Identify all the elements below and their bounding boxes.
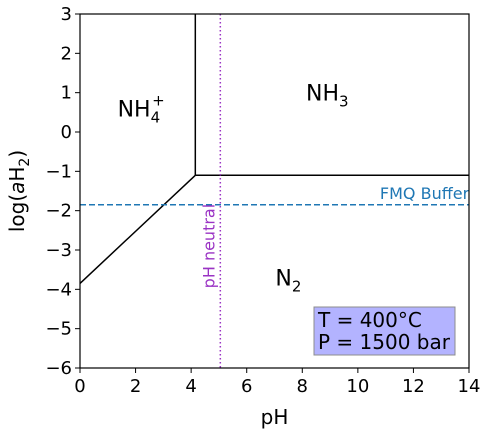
y-axis-title: log(aH2) [5, 150, 33, 232]
x-tick-label: 10 [346, 376, 369, 397]
x-axis-ticks: 0 2 4 6 8 10 12 14 [74, 368, 480, 397]
y-tick-label: −3 [45, 240, 72, 261]
x-axis-title: pH [261, 405, 289, 429]
plot-frame [79, 13, 470, 369]
phase-boundary-line [79, 174, 196, 284]
fmq-buffer-label: FMQ Buffer [380, 184, 470, 203]
y-axis-ticks: −6 −5 −4 −3 −2 −1 0 1 2 3 [45, 4, 80, 379]
conditions-box-background [313, 306, 456, 356]
x-tick-label: 12 [402, 376, 425, 397]
conditions-line: P = 1500 bar [318, 330, 451, 354]
region-label: NH4+ [118, 91, 165, 126]
x-tick-label: 0 [74, 376, 85, 397]
y-tick-label: 0 [61, 122, 72, 143]
y-tick-label: −2 [45, 201, 72, 222]
y-tick-label: 2 [61, 43, 72, 64]
region-label: NH3 [306, 82, 349, 111]
region-labels: NH4+ NH3 N2 [118, 82, 349, 296]
x-tick-label: 4 [185, 376, 196, 397]
reference-lines: FMQ Buffer pH neutral [80, 14, 470, 368]
y-tick-label: −5 [45, 319, 72, 340]
y-tick-label: 3 [61, 4, 72, 25]
y-tick-label: 1 [61, 83, 72, 104]
conditions-line: T = 400°C [317, 308, 422, 332]
ph-neutral-label: pH neutral [199, 204, 218, 289]
x-tick-label: 2 [130, 376, 141, 397]
y-tick-label: −4 [45, 279, 72, 300]
y-tick-label: −1 [45, 161, 72, 182]
y-tick-label: −6 [45, 358, 72, 379]
conditions-box: T = 400°CP = 1500 bar [313, 306, 456, 356]
x-tick-label: 6 [241, 376, 252, 397]
boundary-lines [79, 14, 469, 284]
region-label: N2 [275, 267, 301, 296]
x-tick-label: 14 [458, 376, 481, 397]
x-tick-label: 8 [297, 376, 308, 397]
